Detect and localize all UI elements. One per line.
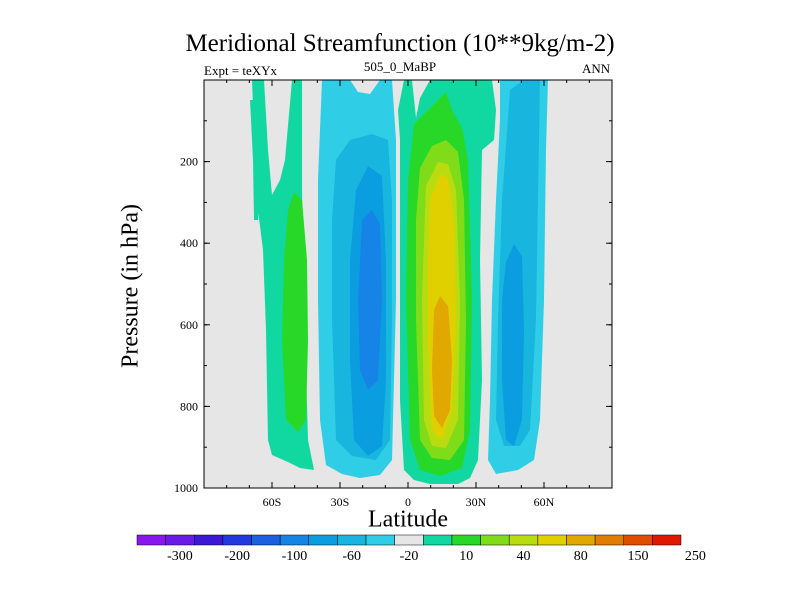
y-tick-label: 200	[180, 155, 198, 169]
y-tick-label: 1000	[174, 481, 198, 495]
colorbar-label: 40	[517, 549, 531, 564]
colorbar-swatch	[251, 534, 281, 546]
colorbar-label: -20	[400, 549, 419, 564]
x-tick-label: 0	[405, 495, 411, 509]
colorbar-swatch	[136, 534, 166, 546]
right-string: ANN	[582, 61, 611, 76]
colorbar-swatch	[508, 534, 539, 546]
colorbar: -300 -200 -100 -60 -20 10 40 80 150 250	[136, 534, 706, 564]
colorbar-swatch	[308, 534, 338, 546]
contour-region-sh-positive-strip	[250, 100, 262, 220]
colorbar-swatch	[337, 534, 367, 546]
colorbar-label: 250	[685, 549, 706, 564]
y-tick-label: 800	[180, 399, 198, 413]
y-tick-label: 400	[180, 236, 198, 250]
colorbar-swatch	[279, 534, 310, 546]
colorbar-label: -60	[342, 549, 361, 564]
colorbar-label: -200	[224, 549, 250, 564]
colorbar-swatch	[566, 534, 596, 546]
contour-fields	[250, 80, 548, 484]
left-string: Expt = teXYx	[204, 63, 278, 78]
contour-region-sh-positive-core	[282, 192, 308, 432]
colorbar-label: -100	[282, 549, 308, 564]
x-tick-label: 60N	[534, 495, 555, 509]
chart-title: Meridional Streamfunction (10**9kg/m-2)	[185, 30, 615, 57]
y-axis: 200 400 600 800 1000	[174, 120, 612, 495]
colorbar-swatch	[394, 534, 424, 546]
contour-region-nh-negative-core	[502, 244, 524, 446]
colorbar-swatch	[537, 534, 567, 546]
x-axis: 60S 30S 0 30N 60N	[203, 80, 613, 509]
colorbar-label: 80	[574, 549, 588, 564]
colorbar-swatch	[594, 534, 624, 546]
colorbar-swatch	[623, 534, 653, 546]
colorbar-label: 10	[459, 549, 473, 564]
colorbar-label: -300	[167, 549, 193, 564]
colorbar-swatch	[165, 534, 195, 546]
colorbar-swatch	[365, 534, 395, 546]
x-tick-label: 30N	[466, 495, 487, 509]
y-tick-label: 600	[180, 318, 198, 332]
colorbar-label: 150	[628, 549, 649, 564]
contour-region-sh-negative-inner	[358, 210, 382, 390]
colorbar-swatch	[652, 534, 682, 546]
contour-region-hadley-orange	[432, 296, 452, 428]
colorbar-swatch	[423, 534, 453, 546]
colorbar-swatch	[480, 534, 510, 546]
colorbar-swatch	[222, 534, 252, 546]
colorbar-swatch	[451, 534, 481, 546]
x-axis-label: Latitude	[368, 506, 448, 533]
colorbar-swatch	[194, 534, 224, 546]
x-tick-label: 60S	[263, 495, 282, 509]
center-string: 505_0_MaBP	[363, 59, 437, 74]
x-tick-label: 30S	[331, 495, 350, 509]
